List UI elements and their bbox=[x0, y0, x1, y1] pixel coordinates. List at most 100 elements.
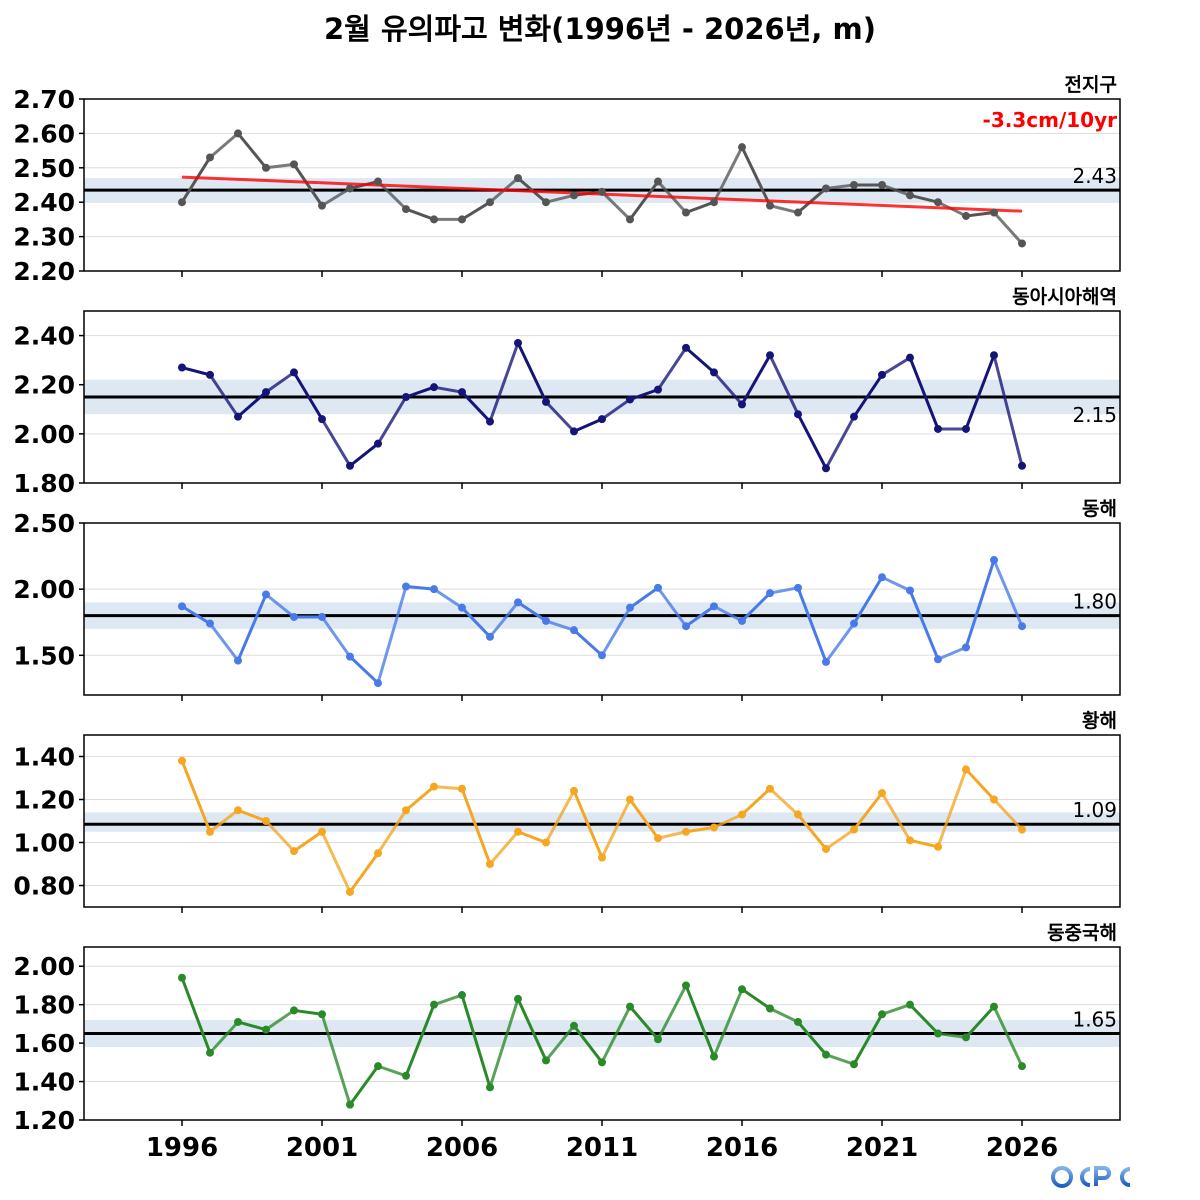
data-point bbox=[1018, 239, 1026, 248]
data-point bbox=[962, 643, 970, 652]
data-point bbox=[766, 201, 774, 210]
series-segment bbox=[544, 789, 576, 844]
series-segment bbox=[404, 207, 436, 221]
series-segment bbox=[992, 211, 1024, 245]
data-point bbox=[598, 651, 606, 660]
series-segment bbox=[404, 385, 436, 399]
data-point bbox=[822, 464, 830, 473]
series-segment bbox=[180, 366, 212, 377]
data-point bbox=[766, 1004, 774, 1013]
data-point bbox=[990, 1002, 998, 1011]
series-segment bbox=[628, 1005, 660, 1041]
data-point bbox=[598, 1058, 606, 1067]
panel-title: 동해 bbox=[1082, 498, 1117, 520]
data-point bbox=[626, 603, 634, 612]
series-segment bbox=[880, 183, 912, 197]
data-point bbox=[486, 198, 494, 207]
series-segment bbox=[936, 1032, 968, 1039]
data-point bbox=[178, 602, 186, 611]
series-segment bbox=[376, 395, 408, 446]
y-tick-label: 1.20 bbox=[13, 1106, 75, 1135]
data-point bbox=[682, 208, 690, 217]
series-segment bbox=[236, 592, 268, 663]
chart-title: 2월 유의파고 변화(1996년 - 2026년, m) bbox=[324, 12, 876, 46]
data-point bbox=[318, 612, 326, 621]
data-point bbox=[626, 395, 634, 404]
data-point bbox=[850, 825, 858, 834]
series-segment bbox=[740, 787, 772, 817]
series-segment bbox=[768, 787, 800, 817]
data-point bbox=[514, 994, 522, 1003]
mean-label: 1.65 bbox=[1072, 1008, 1117, 1032]
data-point bbox=[542, 198, 550, 207]
series-segment bbox=[516, 830, 548, 844]
data-point bbox=[906, 353, 914, 362]
series-segment bbox=[824, 1053, 856, 1066]
ocpc-logo bbox=[1051, 1166, 1131, 1188]
data-point bbox=[178, 363, 186, 372]
series-segment bbox=[712, 370, 744, 406]
data-point bbox=[1018, 825, 1026, 834]
data-point bbox=[514, 174, 522, 183]
series-segment bbox=[404, 585, 436, 591]
data-point bbox=[878, 370, 886, 379]
data-point bbox=[626, 795, 634, 804]
data-point bbox=[682, 827, 690, 836]
data-point bbox=[822, 184, 830, 193]
y-tick-label: 1.40 bbox=[13, 743, 75, 772]
series-segment bbox=[572, 417, 604, 433]
data-point bbox=[570, 427, 578, 436]
series-segment bbox=[572, 628, 604, 657]
data-point bbox=[794, 1017, 802, 1026]
series-segment bbox=[824, 183, 856, 190]
series-segment bbox=[908, 356, 940, 431]
data-point bbox=[654, 1035, 662, 1044]
series-segment bbox=[544, 619, 576, 632]
x-tick-label: 2026 bbox=[986, 1133, 1058, 1163]
data-point bbox=[374, 679, 382, 688]
data-point bbox=[598, 415, 606, 424]
series-segment bbox=[908, 588, 940, 661]
data-point bbox=[458, 603, 466, 612]
series-segment bbox=[488, 830, 520, 866]
data-point bbox=[458, 215, 466, 224]
series-segment bbox=[768, 586, 800, 595]
series-segment bbox=[460, 993, 492, 1089]
y-tick-label: 1.50 bbox=[13, 641, 75, 670]
data-point bbox=[206, 153, 214, 162]
data-point bbox=[766, 589, 774, 598]
series-segment bbox=[852, 373, 884, 419]
y-tick-label: 2.30 bbox=[13, 223, 75, 252]
series-segment bbox=[796, 186, 828, 215]
data-point bbox=[570, 1021, 578, 1030]
data-point bbox=[906, 586, 914, 595]
data-point bbox=[402, 393, 410, 401]
data-point bbox=[878, 1010, 886, 1019]
panel-title: 전지구 bbox=[1065, 74, 1117, 96]
series-segment bbox=[992, 798, 1024, 832]
series-segment bbox=[740, 591, 772, 623]
series-segment bbox=[796, 412, 828, 470]
data-point bbox=[430, 585, 438, 594]
data-point bbox=[962, 424, 970, 433]
data-point bbox=[682, 981, 690, 990]
data-point bbox=[290, 847, 298, 856]
panel-title: 동아시아해역 bbox=[1012, 286, 1117, 308]
series-segment bbox=[880, 575, 912, 592]
data-point bbox=[486, 860, 494, 868]
series-segment bbox=[180, 976, 212, 1055]
series-segment bbox=[208, 622, 240, 663]
data-point bbox=[794, 810, 802, 819]
data-point bbox=[458, 991, 466, 1000]
series-segment bbox=[656, 586, 688, 628]
series-segment bbox=[236, 131, 268, 170]
series-segment bbox=[600, 606, 632, 657]
series-segment bbox=[404, 785, 436, 812]
data-point bbox=[934, 198, 942, 207]
series-segment bbox=[656, 346, 688, 392]
data-point bbox=[794, 583, 802, 592]
series-segment bbox=[544, 400, 576, 433]
series-segment bbox=[600, 397, 632, 421]
y-tick-label: 1.80 bbox=[13, 991, 75, 1020]
data-point bbox=[318, 1010, 326, 1019]
